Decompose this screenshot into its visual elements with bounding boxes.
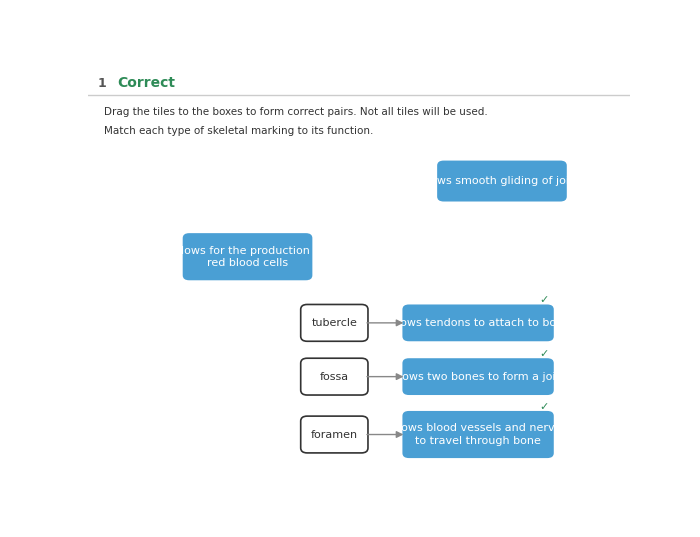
Text: fossa: fossa — [320, 372, 349, 382]
FancyBboxPatch shape — [183, 233, 312, 280]
FancyBboxPatch shape — [437, 161, 567, 201]
Text: allows tendons to attach to bone: allows tendons to attach to bone — [386, 318, 570, 328]
Text: allows smooth gliding of joints: allows smooth gliding of joints — [417, 176, 587, 186]
Text: Match each type of skeletal marking to its function.: Match each type of skeletal marking to i… — [104, 126, 373, 136]
Text: ✓: ✓ — [539, 349, 548, 359]
Text: allows two bones to form a joint: allows two bones to form a joint — [389, 372, 567, 382]
FancyBboxPatch shape — [402, 304, 554, 342]
FancyBboxPatch shape — [301, 358, 368, 395]
FancyBboxPatch shape — [402, 411, 554, 458]
FancyBboxPatch shape — [402, 358, 554, 395]
Text: ✓: ✓ — [539, 402, 548, 412]
FancyBboxPatch shape — [301, 304, 368, 342]
Text: foramen: foramen — [311, 430, 358, 439]
Text: ✓: ✓ — [539, 295, 548, 306]
Text: Correct: Correct — [118, 76, 175, 90]
Text: tubercle: tubercle — [312, 318, 357, 328]
FancyBboxPatch shape — [301, 416, 368, 453]
Text: allows blood vessels and nerves
to travel through bone: allows blood vessels and nerves to trave… — [389, 423, 568, 446]
Text: Drag the tiles to the boxes to form correct pairs. Not all tiles will be used.: Drag the tiles to the boxes to form corr… — [104, 107, 487, 117]
Text: 1: 1 — [97, 77, 106, 90]
Text: allows for the production of
red blood cells: allows for the production of red blood c… — [171, 245, 324, 268]
